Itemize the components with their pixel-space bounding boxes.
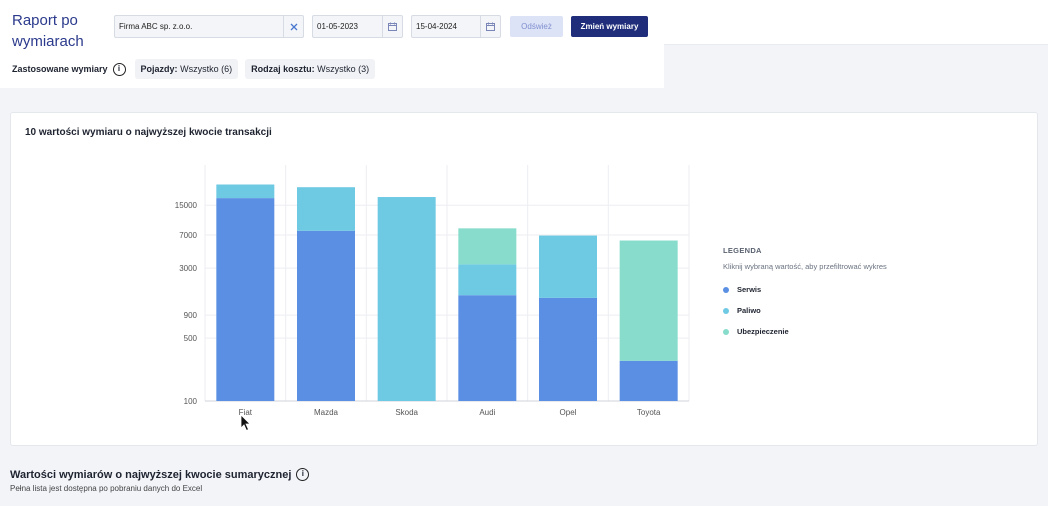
legend-swatch xyxy=(723,307,729,314)
legend-label: Ubezpieczenie xyxy=(737,327,789,336)
clear-icon[interactable] xyxy=(283,16,303,37)
legend-item-paliwo[interactable]: Paliwo xyxy=(723,306,887,315)
bar-audi-paliwo[interactable] xyxy=(458,264,517,296)
summary-section-header: Wartości wymiarów o najwyższej kwocie su… xyxy=(10,468,310,481)
legend-label: Serwis xyxy=(737,285,762,294)
chip-key: Rodzaj kosztu: xyxy=(251,64,315,74)
y-tick-label: 3000 xyxy=(179,264,197,273)
info-icon[interactable]: i xyxy=(296,468,310,481)
refresh-button[interactable]: Odśwież xyxy=(510,16,563,37)
bar-chart: 100 500 900 3000 7000 15000 Fiat Mazda Skoda Audi… xyxy=(175,165,690,417)
legend-label: Paliwo xyxy=(737,306,761,315)
bar-fiat-paliwo[interactable] xyxy=(216,184,275,199)
y-tick-label: 900 xyxy=(184,311,198,320)
page-title: Raport po wymiarach xyxy=(12,12,84,50)
mouse-cursor-icon xyxy=(240,414,251,432)
header-bar-extension xyxy=(664,0,1048,45)
legend-item-serwis[interactable]: Serwis xyxy=(723,285,887,294)
summary-section: Wartości wymiarów o najwyższej kwocie su… xyxy=(10,468,310,493)
date-from-field[interactable]: 01-05-2023 xyxy=(312,15,403,38)
bar-toyota-ubezpieczenie[interactable] xyxy=(619,240,678,361)
calendar-icon[interactable] xyxy=(382,16,402,37)
summary-section-subtitle: Pełna lista jest dostępna po pobraniu da… xyxy=(10,484,203,493)
summary-section-title: Wartości wymiarów o najwyższej kwocie su… xyxy=(10,468,292,481)
date-to-field[interactable]: 15-04-2024 xyxy=(411,15,501,38)
bar-mazda-paliwo[interactable] xyxy=(297,187,355,231)
applied-dimensions-label: Zastosowane wymiary xyxy=(12,64,108,74)
chart-title: 10 wartości wymiaru o najwyższej kwocie … xyxy=(25,127,272,138)
chart-legend: LEGENDA Kliknij wybraną wartość, aby prz… xyxy=(723,246,887,336)
bar-audi-serwis[interactable] xyxy=(458,295,517,401)
y-tick-label: 500 xyxy=(184,334,198,343)
applied-dimensions: Zastosowane wymiary i Pojazdy: Wszystko … xyxy=(12,58,382,80)
y-tick-label: 7000 xyxy=(179,231,197,240)
bar-mazda-serwis[interactable] xyxy=(297,230,355,401)
legend-swatch xyxy=(723,328,729,335)
x-tick-label: Mazda xyxy=(314,408,339,417)
info-icon[interactable]: i xyxy=(112,62,126,76)
calendar-icon[interactable] xyxy=(480,16,500,37)
change-dimensions-button[interactable]: Zmień wymiary xyxy=(571,16,648,37)
legend-hint: Kliknij wybraną wartość, aby przefiltrow… xyxy=(723,262,887,271)
chip-value: Wszystko (3) xyxy=(317,64,370,74)
chip-vehicles[interactable]: Pojazdy: Wszystko (6) xyxy=(134,59,239,79)
x-tick-label: Opel xyxy=(560,408,577,417)
date-from-value: 01-05-2023 xyxy=(317,22,358,31)
chip-key: Pojazdy: xyxy=(140,64,178,74)
bar-fiat-serwis[interactable] xyxy=(216,198,275,401)
bar-skoda-paliwo[interactable] xyxy=(377,197,436,401)
bar-opel-paliwo[interactable] xyxy=(539,235,597,298)
chip-cost-type[interactable]: Rodzaj kosztu: Wszystko (3) xyxy=(245,59,376,79)
company-select[interactable]: Firma ABC sp. z.o.o. xyxy=(114,15,304,38)
company-value: Firma ABC sp. z.o.o. xyxy=(119,22,193,31)
chart-card: 10 wartości wymiaru o najwyższej kwocie … xyxy=(10,112,1038,446)
bar-opel-serwis[interactable] xyxy=(539,297,597,401)
bar-audi-ubezpieczenie[interactable] xyxy=(458,228,517,265)
y-tick-label: 100 xyxy=(184,397,198,406)
x-tick-label: Toyota xyxy=(637,408,661,417)
legend-swatch xyxy=(723,286,729,293)
bar-toyota-serwis[interactable] xyxy=(619,360,678,401)
date-to-value: 15-04-2024 xyxy=(416,22,457,31)
legend-item-ubezpieczenie[interactable]: Ubezpieczenie xyxy=(723,327,887,336)
chip-value: Wszystko (6) xyxy=(180,64,233,74)
y-tick-label: 15000 xyxy=(175,201,198,210)
x-tick-label: Fiat xyxy=(239,408,253,417)
x-tick-label: Audi xyxy=(479,408,495,417)
x-tick-label: Skoda xyxy=(395,408,418,417)
legend-title: LEGENDA xyxy=(723,246,762,255)
